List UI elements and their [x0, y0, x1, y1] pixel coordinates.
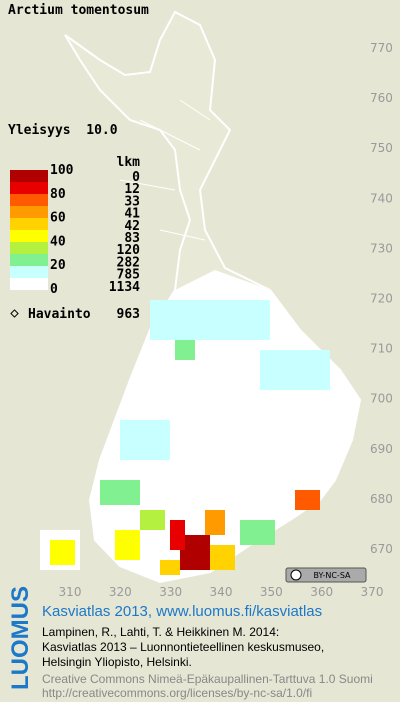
survey-area — [90, 270, 360, 582]
heat-cell — [160, 560, 180, 575]
observation-count: 963 — [117, 307, 140, 322]
legend-swatch — [10, 230, 48, 242]
heat-cell — [115, 530, 140, 560]
observation-label: Havainto — [28, 307, 91, 322]
legend-swatch — [10, 194, 48, 206]
legend-count: 282 — [117, 255, 140, 270]
legend-swatch — [10, 266, 48, 278]
observation-symbol — [10, 309, 19, 318]
legend-swatch — [10, 182, 48, 194]
y-grid-label: 750 — [370, 141, 393, 155]
heat-cell — [240, 520, 275, 545]
legend-scale-label: 0 — [50, 282, 58, 297]
legend-count: 42 — [124, 219, 140, 234]
legend-count: 785 — [117, 268, 140, 283]
legend-swatch — [10, 170, 48, 182]
headline: Kasviatlas 2013, www.luomus.fi/kasviatla… — [42, 603, 322, 620]
legend-count: 1134 — [109, 280, 140, 295]
legend-swatch — [10, 278, 48, 290]
legend-scale-label: 40 — [50, 234, 66, 249]
legend-count: 83 — [124, 231, 140, 246]
x-grid-label: 370 — [361, 585, 384, 599]
y-grid-label: 740 — [370, 191, 393, 205]
y-grid-label: 680 — [370, 492, 393, 506]
license-line: http://creativecommons.org/licenses/by-n… — [42, 686, 312, 700]
x-grid-label: 330 — [159, 585, 182, 599]
heat-cell — [260, 350, 330, 390]
y-grid-label: 670 — [370, 542, 393, 556]
y-grid-label: 770 — [370, 41, 393, 55]
x-grid-label: 360 — [310, 585, 333, 599]
count-header: lkm — [117, 155, 141, 170]
x-grid-label: 350 — [260, 585, 283, 599]
license-badge: BY-NC-SA — [285, 567, 367, 583]
legend-swatch — [10, 206, 48, 218]
legend-scale-label: 60 — [50, 211, 66, 226]
y-grid-label: 710 — [370, 342, 393, 356]
heat-cells — [50, 300, 330, 575]
heat-cell — [150, 300, 270, 340]
legend-swatch — [10, 242, 48, 254]
heat-cell — [120, 420, 170, 460]
citation-line: Kasviatlas 2013 – Luonnontieteellinen ke… — [42, 640, 324, 654]
heat-cell — [210, 545, 235, 570]
legend-count: 41 — [124, 207, 140, 222]
diamond-icon — [10, 309, 19, 318]
legend-count: 0 — [132, 170, 140, 185]
heat-cell — [175, 340, 195, 360]
x-grid-label: 320 — [109, 585, 132, 599]
legend-scale-label: 100 — [50, 163, 74, 178]
x-grid-label: 340 — [210, 585, 233, 599]
heat-cell — [170, 520, 185, 550]
y-grid-label: 720 — [370, 292, 393, 306]
legend-scale-label: 20 — [50, 258, 66, 273]
y-grid-label: 760 — [370, 91, 393, 105]
license-line: Creative Commons Nimeä-Epäkaupallinen-Ta… — [42, 672, 373, 686]
citation-line: Helsingin Yliopisto, Helsinki. — [42, 655, 192, 669]
logo: LUOMUS — [7, 586, 34, 690]
frequency-index: Yleisyys 10.0 — [8, 123, 118, 138]
heat-cell — [50, 540, 75, 565]
heat-cell — [205, 510, 225, 535]
legend-count: 120 — [117, 243, 141, 258]
legend-count: 33 — [124, 194, 140, 209]
y-grid-label: 730 — [370, 241, 393, 255]
cc-icon — [290, 569, 302, 581]
legend-swatch — [10, 254, 48, 266]
legend-scale-label: 80 — [50, 187, 66, 202]
x-grid-label: 310 — [59, 585, 82, 599]
heat-cell — [140, 510, 165, 530]
y-grid-label: 700 — [370, 392, 393, 406]
badge-box — [285, 567, 367, 583]
legend-count: 12 — [124, 182, 140, 197]
heat-cell — [100, 480, 140, 505]
legend-swatch — [10, 218, 48, 230]
citation-line: Lampinen, R., Lahti, T. & Heikkinen M. 2… — [42, 625, 279, 639]
species-title: Arctium tomentosum — [8, 3, 149, 18]
y-grid-label: 690 — [370, 442, 393, 456]
badge-text: BY-NC-SA — [313, 571, 351, 580]
heat-cell — [295, 490, 320, 510]
region-border — [119, 99, 211, 241]
